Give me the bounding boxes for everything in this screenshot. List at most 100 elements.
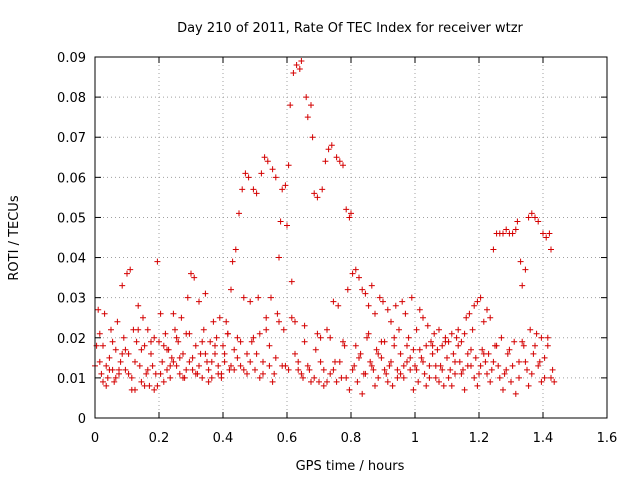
- data-point: [484, 370, 490, 377]
- data-point: [304, 362, 311, 369]
- data-point: [391, 342, 398, 349]
- data-point: [268, 294, 274, 301]
- data-point: [215, 362, 222, 369]
- data-point: [159, 358, 166, 365]
- data-point: [384, 378, 391, 385]
- data-point: [540, 230, 546, 237]
- data-point: [506, 346, 513, 353]
- data-point: [423, 382, 430, 389]
- data-point: [509, 230, 516, 237]
- data-point: [364, 334, 370, 341]
- data-point: [173, 334, 180, 341]
- data-point: [487, 314, 494, 321]
- x-tick-label: 0.4: [213, 431, 234, 446]
- data-point: [535, 218, 542, 225]
- data-point: [429, 342, 436, 349]
- data-point: [512, 390, 519, 397]
- data-point: [514, 218, 521, 225]
- data-point: [149, 362, 156, 369]
- data-point: [287, 102, 294, 109]
- data-point: [242, 170, 249, 177]
- data-point: [378, 338, 385, 345]
- data-point: [538, 334, 545, 341]
- data-point: [327, 334, 334, 341]
- data-point: [103, 382, 110, 389]
- data-point: [464, 362, 471, 369]
- data-point: [141, 382, 148, 389]
- data-point: [314, 194, 321, 201]
- data-point: [234, 354, 241, 361]
- data-point: [104, 374, 111, 381]
- data-point: [503, 226, 510, 233]
- data-point: [471, 374, 478, 381]
- data-point: [493, 342, 500, 349]
- data-point: [516, 358, 522, 365]
- data-point: [528, 210, 535, 217]
- data-point: [469, 326, 476, 333]
- data-point: [301, 322, 308, 329]
- data-point: [213, 334, 220, 341]
- data-point: [468, 346, 474, 353]
- data-point: [106, 366, 113, 373]
- data-point: [442, 338, 449, 345]
- data-point: [444, 354, 450, 361]
- data-point: [304, 114, 311, 121]
- data-point: [143, 370, 150, 377]
- data-point: [248, 338, 255, 345]
- data-point: [400, 362, 407, 369]
- data-point: [122, 366, 129, 373]
- data-point: [312, 346, 319, 353]
- data-point: [308, 102, 314, 109]
- data-point: [208, 358, 215, 365]
- data-point: [416, 306, 423, 313]
- data-point: [504, 350, 511, 357]
- data-point: [188, 270, 194, 277]
- data-point: [231, 346, 238, 353]
- data-point: [452, 370, 458, 377]
- data-point: [175, 338, 182, 345]
- data-point: [292, 350, 298, 357]
- x-tick-label: 1.2: [469, 431, 490, 446]
- data-point: [240, 366, 247, 373]
- data-point: [525, 214, 532, 221]
- data-point: [525, 382, 532, 389]
- data-point: [186, 358, 193, 365]
- data-point: [348, 210, 354, 217]
- data-point: [524, 366, 530, 373]
- data-point: [114, 318, 121, 325]
- data-point: [112, 346, 119, 353]
- data-point: [284, 222, 290, 229]
- data-point: [112, 374, 119, 381]
- data-point: [362, 370, 369, 377]
- data-point: [453, 334, 460, 341]
- data-point: [298, 58, 305, 65]
- data-point: [184, 294, 191, 301]
- data-point: [386, 362, 393, 369]
- data-point: [429, 350, 436, 357]
- data-point: [117, 358, 124, 365]
- data-point: [388, 318, 394, 325]
- data-point: [311, 190, 318, 197]
- data-point: [157, 370, 164, 377]
- data-point: [250, 186, 257, 193]
- data-point: [381, 366, 388, 373]
- data-point: [199, 374, 206, 381]
- data-point: [311, 374, 318, 381]
- data-point: [266, 362, 273, 369]
- data-point: [460, 366, 466, 373]
- data-point: [530, 350, 537, 357]
- data-point: [301, 338, 308, 345]
- data-point: [522, 266, 529, 273]
- data-point: [192, 370, 199, 377]
- data-point: [405, 334, 412, 341]
- data-point: [109, 338, 116, 345]
- data-point: [384, 306, 391, 313]
- data-point: [474, 298, 481, 305]
- data-point: [232, 246, 239, 253]
- data-point: [116, 366, 122, 373]
- data-point: [389, 382, 396, 389]
- data-point: [300, 374, 306, 381]
- data-point: [520, 342, 527, 349]
- data-point: [488, 366, 495, 373]
- data-point: [544, 342, 551, 349]
